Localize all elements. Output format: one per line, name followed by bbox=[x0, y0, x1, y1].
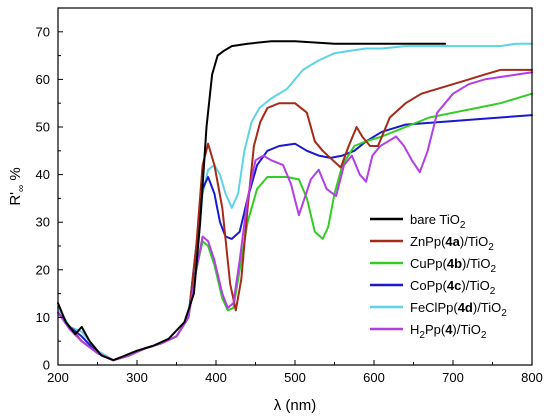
legend-label: CoPp(4c)/TiO2 bbox=[410, 278, 496, 297]
x-tick-label: 400 bbox=[205, 370, 227, 385]
x-tick-label: 500 bbox=[284, 370, 306, 385]
series-line-1 bbox=[57, 68, 533, 362]
legend: bare TiO2 ZnPp(4a)/TiO2 CuPp(4b)/TiO2 CoPp(… bbox=[370, 212, 507, 341]
y-tick-label: 50 bbox=[36, 120, 50, 135]
x-tick-label: 300 bbox=[126, 370, 148, 385]
y-tick-label: 0 bbox=[43, 358, 50, 373]
y-tick-label: 20 bbox=[36, 262, 50, 277]
x-tick-label: 800 bbox=[521, 370, 543, 385]
y-tick-label: 70 bbox=[36, 24, 50, 39]
legend-label: CuPp(4b)/TiO2 bbox=[410, 256, 496, 275]
legend-label: bare TiO2 bbox=[410, 212, 466, 231]
x-tick-label: 200 bbox=[47, 370, 69, 385]
series-line-0 bbox=[57, 40, 447, 362]
y-tick-label: 40 bbox=[36, 167, 50, 182]
y-axis-title: R'∞ % bbox=[7, 167, 27, 205]
y-tick-label: 60 bbox=[36, 72, 50, 87]
y-tick-label: 30 bbox=[36, 215, 50, 230]
legend-label: H2Pp(4)/TiO2 bbox=[410, 322, 487, 341]
series-line-5 bbox=[57, 71, 533, 362]
legend-label: ZnPp(4a)/TiO2 bbox=[410, 234, 494, 253]
x-axis-title: λ (nm) bbox=[274, 397, 317, 414]
x-tick-label: 700 bbox=[442, 370, 464, 385]
ticks-layer: 200 300 400 500 600 700 800 0 10 20 30 40 50 60 70 bbox=[36, 24, 543, 385]
series-layer bbox=[57, 40, 533, 362]
legend-label: FeClPp(4d)/TiO2 bbox=[410, 300, 507, 319]
y-tick-label: 10 bbox=[36, 310, 50, 325]
x-tick-label: 600 bbox=[363, 370, 385, 385]
